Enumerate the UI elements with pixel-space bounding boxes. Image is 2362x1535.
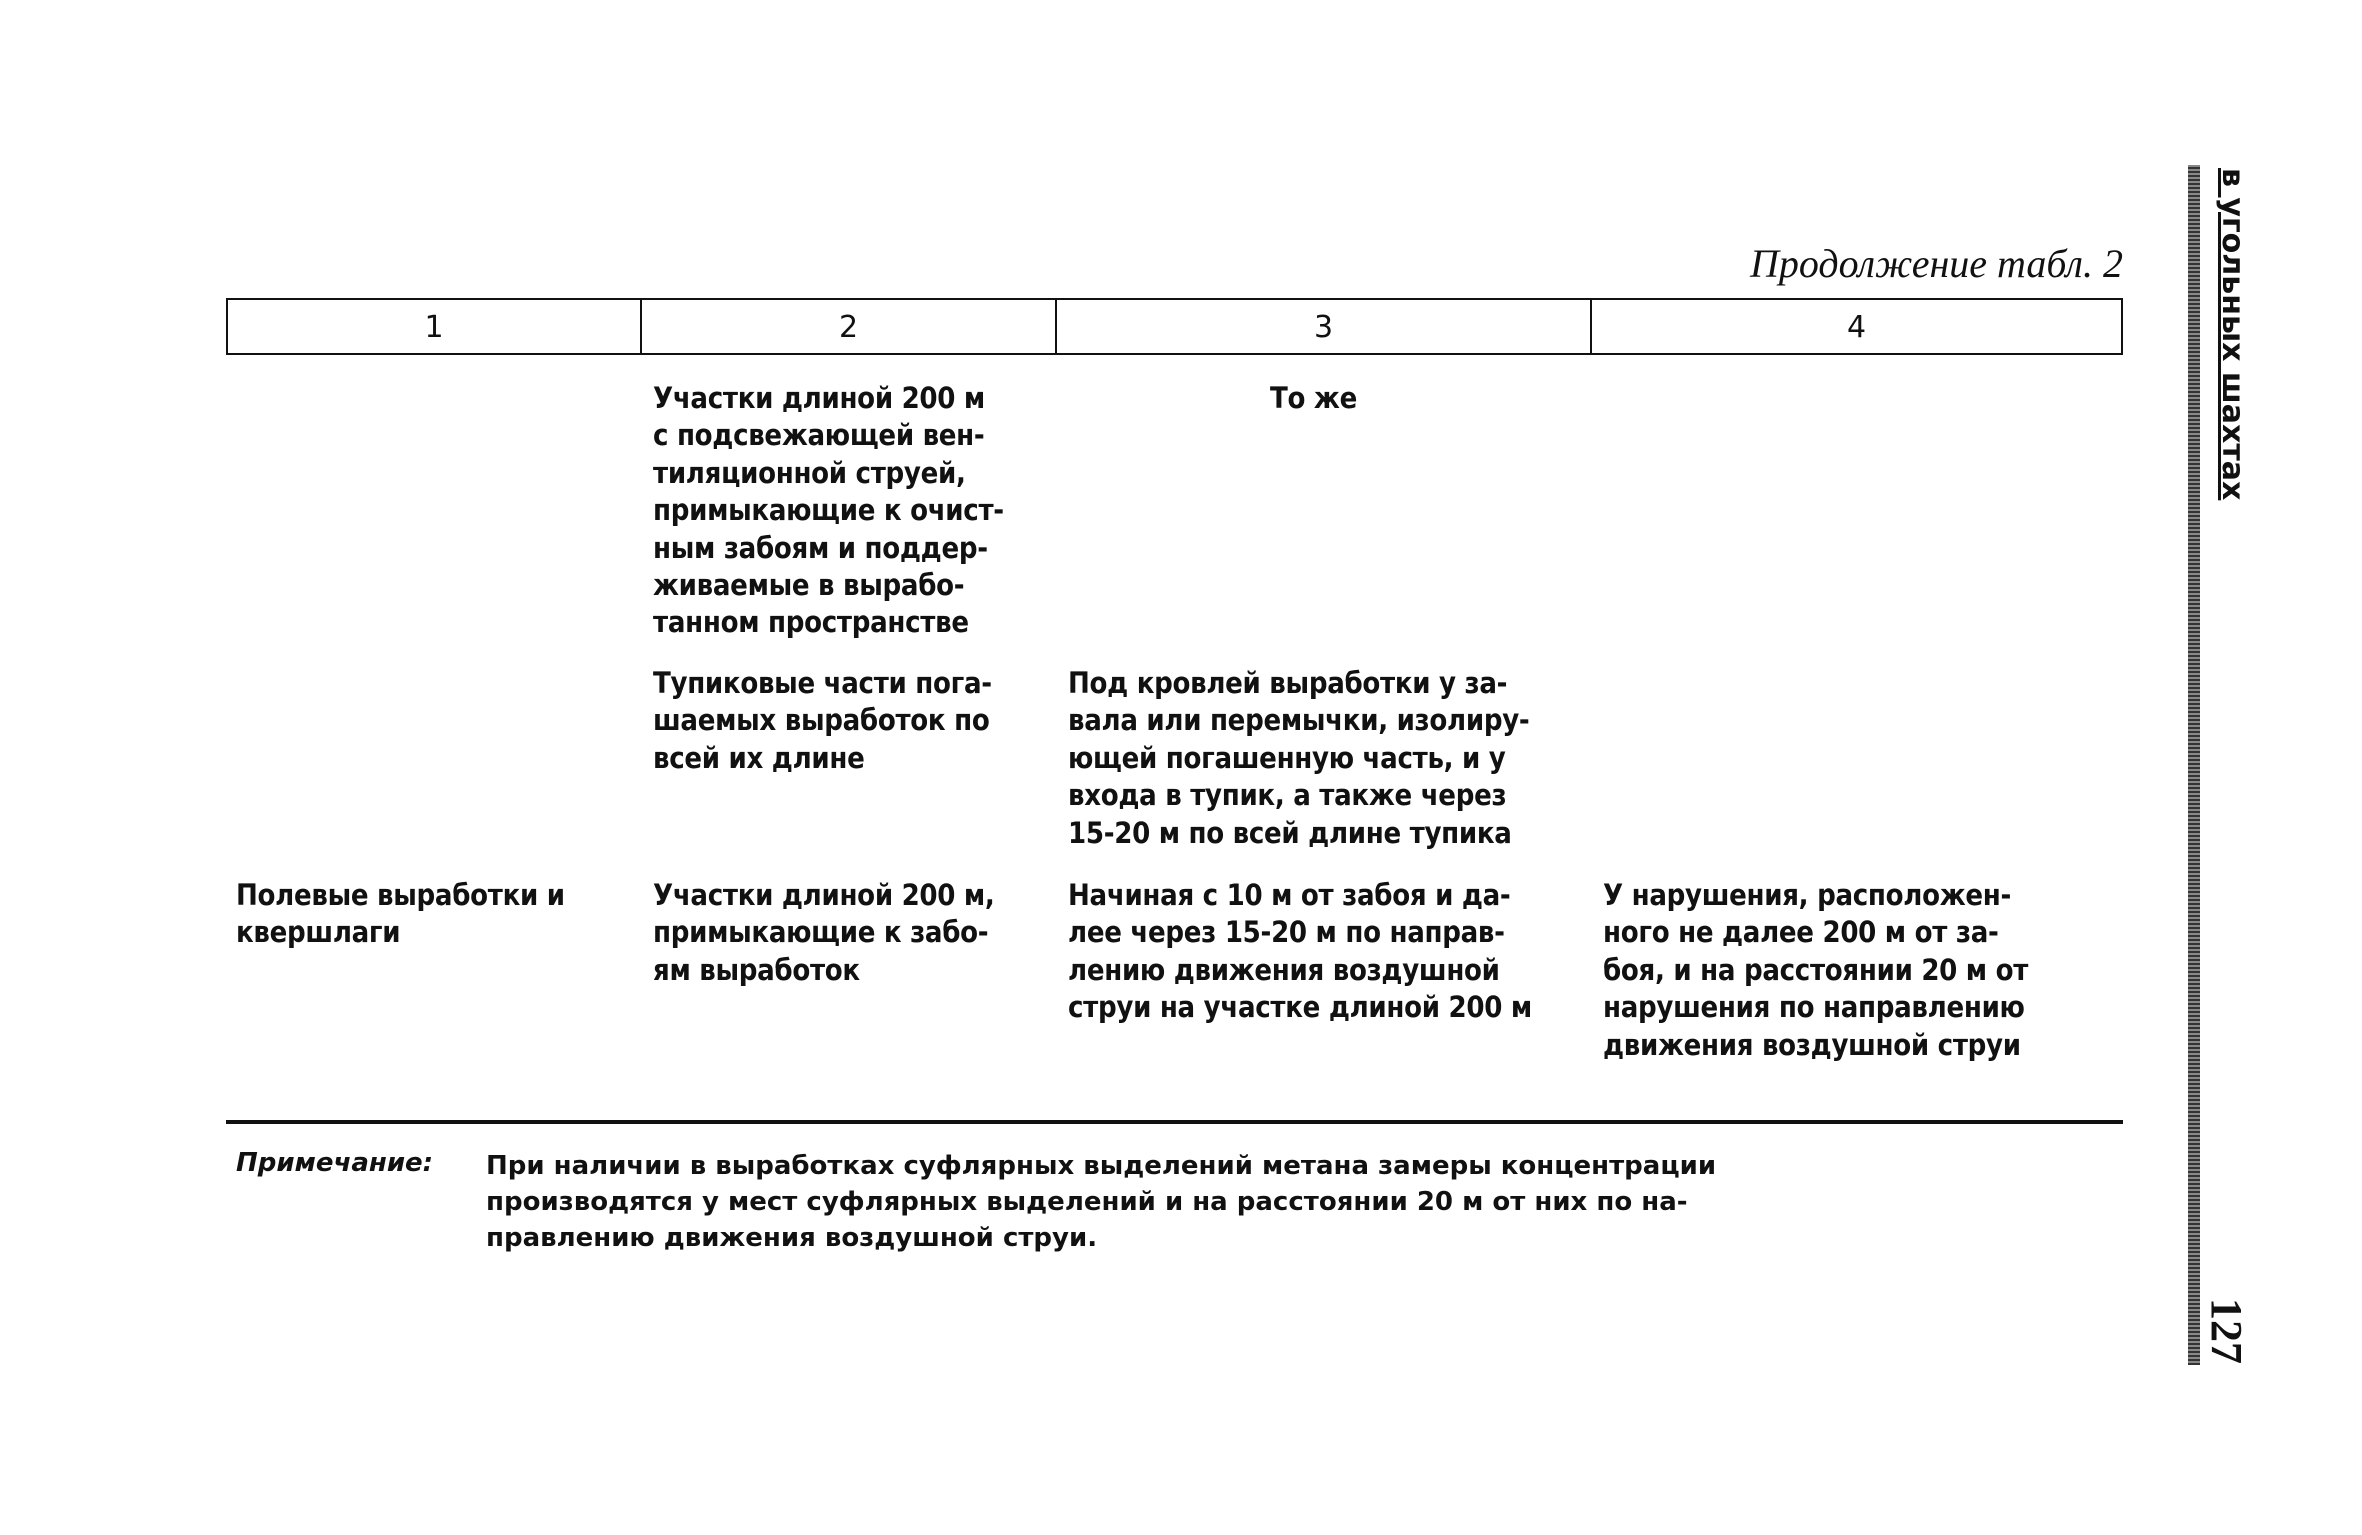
header-col-1: 1: [228, 300, 642, 353]
header-col-4: 4: [1846, 310, 1867, 345]
margin-rule: [2188, 165, 2200, 1365]
page-number: 127: [2202, 1298, 2251, 1364]
running-head: в угольных шахтах: [2215, 168, 2250, 501]
row1-col2: Участки длиной 200 м с подсвежающей вен-…: [653, 381, 1004, 640]
header-col-3: 3: [1057, 300, 1592, 353]
row3-col1: Полевые выработки и квершлаги: [236, 878, 565, 950]
row3-col2: Участки длиной 200 м, примыкающие к забо…: [653, 878, 995, 987]
row2-col3: Под кровлей выработки у за- вала или пер…: [1068, 666, 1530, 850]
header-col-2: 2: [642, 300, 1057, 353]
row3-col3: Начиная с 10 м от забоя и да- лее через …: [1068, 878, 1532, 1025]
note-label: Примечание:: [236, 1148, 434, 1178]
note-text: При наличии в выработках суфлярных выдел…: [486, 1151, 1717, 1253]
row2-col2: Тупиковые части пога- шаемых выработок п…: [653, 666, 992, 775]
row1-col3: То же: [1270, 381, 1357, 415]
row3-col4: У нарушения, расположен- ного не далее 2…: [1603, 878, 2029, 1062]
table-caption: Продолжение табл. 2: [1749, 241, 2123, 286]
table-header-row: 1 2 3 4: [226, 298, 2123, 355]
table-bottom-rule: [226, 1120, 2123, 1124]
